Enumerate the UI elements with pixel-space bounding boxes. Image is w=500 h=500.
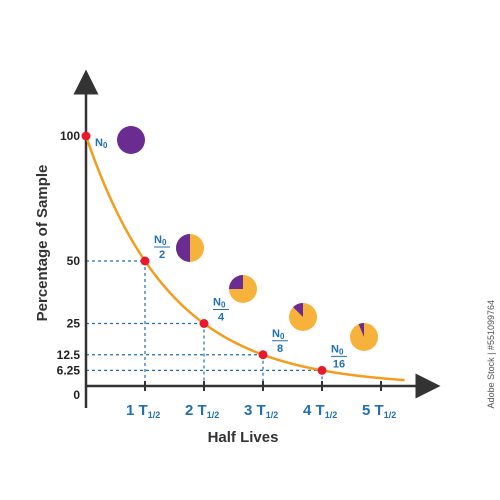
data-point [258, 350, 268, 360]
pie-remaining [229, 275, 243, 289]
point-label: N0 [95, 137, 108, 150]
x-tick-label: 1 T1/2 [126, 402, 160, 420]
point-label-numerator: N0 [272, 328, 285, 341]
y-tick-label: 0 [73, 388, 80, 402]
point-label-denominator: 8 [277, 343, 283, 355]
y-tick-label: 25 [67, 317, 81, 331]
point-labels: N0 N0 2 N0 4 N0 8 N0 16 [95, 137, 347, 370]
pie-remaining [117, 126, 145, 154]
point-label-denominator: 4 [218, 312, 225, 324]
data-point [81, 131, 91, 141]
y-axis-title: Percentage of Sample [34, 165, 51, 322]
x-tick-label: 4 T1/2 [303, 402, 337, 420]
x-tick-label: 3 T1/2 [244, 402, 278, 420]
pie-remaining [293, 303, 303, 317]
pie-remaining [176, 234, 190, 262]
y-tick-label: 100 [60, 129, 80, 143]
y-tick-label: 12.5 [57, 348, 81, 362]
pie-markers [117, 126, 378, 351]
watermark: Adobe Stock | #551099764 [486, 300, 496, 409]
x-axis-title: Half Lives [208, 429, 279, 446]
decay-curve [84, 135, 405, 382]
y-tick-label: 6.25 [57, 363, 81, 377]
point-label-numerator: N0 [213, 297, 226, 310]
data-point [199, 319, 209, 328]
point-label-denominator: 16 [333, 358, 345, 370]
point-label-denominator: 2 [159, 249, 165, 261]
tick-labels: 100 50 25 12.56.25 0 1 T1/2 2 T1/2 3 T1/2 4 T1/2… [57, 129, 397, 420]
data-point [140, 256, 150, 266]
point-label-numerator: N0 [154, 234, 167, 247]
data-points [81, 131, 327, 375]
y-tick-label: 50 [67, 254, 81, 268]
pie-remaining [358, 323, 364, 337]
guide-lines [86, 260, 323, 386]
x-tick-label: 5 T1/2 [362, 402, 396, 420]
x-tick-label: 2 T1/2 [185, 402, 219, 420]
decay-curve-line [84, 135, 405, 382]
point-label-numerator: N0 [331, 343, 344, 356]
data-point [317, 365, 327, 375]
